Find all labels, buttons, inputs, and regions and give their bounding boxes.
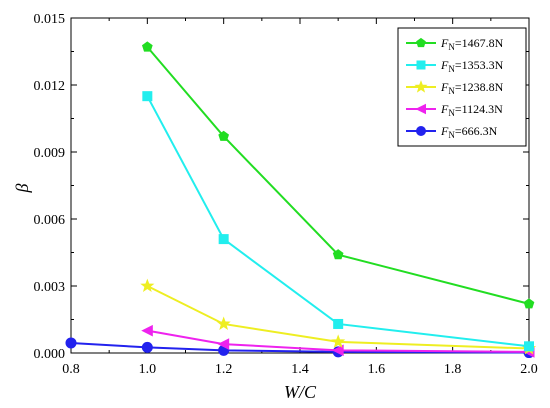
- legend-entry: FN=1124.3N: [406, 102, 503, 118]
- x-tick-label: 0.8: [62, 362, 80, 377]
- pentagon-marker: [141, 41, 153, 52]
- x-tick-label: 2.0: [520, 362, 538, 377]
- legend-entry: FN=666.3N: [406, 124, 498, 140]
- square-marker: [416, 60, 426, 70]
- pentagon-marker: [332, 249, 344, 260]
- x-tick-label: 1.4: [291, 362, 309, 377]
- legend-entry: FN=1467.8N: [406, 36, 504, 52]
- axis-ticks: 0.8 1.0 1.2 1.4 1.6 1.8 2.0 0.000 0.003 0.006 0.00…: [34, 12, 538, 377]
- triangle-left-marker: [217, 338, 230, 350]
- triangle-left-marker: [332, 344, 344, 357]
- series-line: [146, 46, 530, 305]
- legend-label: FN=1238.8N: [440, 80, 504, 96]
- legend-entry: FN=1353.3N: [406, 58, 504, 74]
- legend-label: FN=1467.8N: [440, 36, 504, 52]
- legend-label: FN=1124.3N: [440, 102, 503, 118]
- x-axis-title: W/C: [284, 382, 317, 402]
- square-marker: [218, 234, 229, 245]
- legend-label: FN=1353.3N: [440, 58, 504, 74]
- star-marker: [331, 334, 346, 348]
- circle-marker: [141, 341, 153, 353]
- star-marker: [414, 80, 428, 93]
- series-line: [146, 285, 530, 350]
- pentagon-marker: [416, 37, 426, 48]
- pentagon-marker: [523, 298, 535, 309]
- y-tick-label: 0.000: [34, 347, 66, 362]
- x-tick-label: 1.6: [368, 362, 386, 377]
- series-line: [146, 95, 530, 348]
- legend-entry: FN=1238.8N: [406, 80, 504, 96]
- triangle-left-marker: [141, 324, 153, 337]
- legend-label: FN=666.3N: [440, 124, 498, 140]
- series-1: [141, 41, 535, 309]
- y-tick-label: 0.006: [34, 213, 66, 228]
- x-tick-label: 1.8: [444, 362, 462, 377]
- y-tick-label: 0.015: [34, 12, 66, 27]
- square-marker: [524, 341, 534, 352]
- square-marker: [333, 318, 344, 329]
- legend: FN=1467.8N FN=1353.3N FN=1238.8N FN=1124.3N…: [397, 27, 527, 147]
- star-marker: [140, 278, 155, 293]
- star-marker: [216, 316, 231, 330]
- y-tick-label: 0.009: [34, 146, 66, 161]
- circle-marker: [65, 337, 77, 349]
- x-tick-label: 1.0: [139, 362, 157, 377]
- square-marker: [142, 91, 153, 102]
- pentagon-marker: [218, 130, 230, 141]
- x-tick-label: 1.2: [215, 362, 233, 377]
- series-2: [142, 91, 534, 352]
- series-line: [147, 329, 530, 353]
- y-axis-title: β: [12, 183, 32, 193]
- series-layer: [65, 41, 537, 359]
- triangle-left-marker: [415, 103, 426, 115]
- y-tick-label: 0.012: [34, 79, 66, 94]
- y-tick-label: 0.003: [34, 280, 66, 295]
- circle-marker: [416, 126, 426, 136]
